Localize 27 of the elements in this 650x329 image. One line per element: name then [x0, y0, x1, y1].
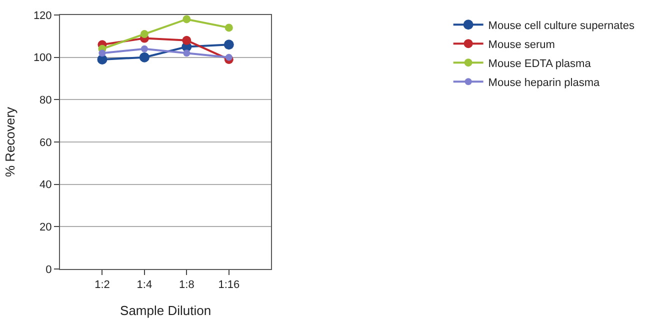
legend-label: Mouse cell culture supernates: [488, 20, 635, 32]
point: [183, 50, 190, 57]
point: [98, 50, 106, 57]
x-tick-label: 1:4: [136, 279, 152, 292]
legend-label: Mouse EDTA plasma: [488, 58, 592, 70]
point: [224, 24, 233, 32]
y-tick-label: 40: [40, 179, 52, 192]
y-tick-label: 80: [40, 94, 52, 107]
point: [182, 15, 191, 24]
y-tick-label: 0: [46, 264, 52, 276]
point: [224, 40, 234, 50]
y-tick-label: 60: [40, 136, 52, 149]
y-tick-label: 20: [40, 222, 52, 234]
y-axis-title: % Recovery: [2, 106, 18, 178]
legend-label: Mouse serum: [488, 38, 555, 51]
y-tick-label: 100: [33, 52, 52, 64]
x-tick-label: 1:2: [94, 279, 110, 292]
x-tick-label: 1:8: [179, 279, 194, 292]
y-tick-label: 120: [33, 10, 52, 22]
x-tick-label: 1:16: [218, 279, 240, 292]
legend-label: Mouse heparin plasma: [488, 76, 600, 89]
point: [140, 45, 148, 52]
point: [139, 52, 150, 62]
point: [225, 54, 232, 61]
point: [182, 36, 192, 45]
x-axis-title: Sample Dilution: [120, 302, 212, 318]
point: [140, 30, 148, 38]
